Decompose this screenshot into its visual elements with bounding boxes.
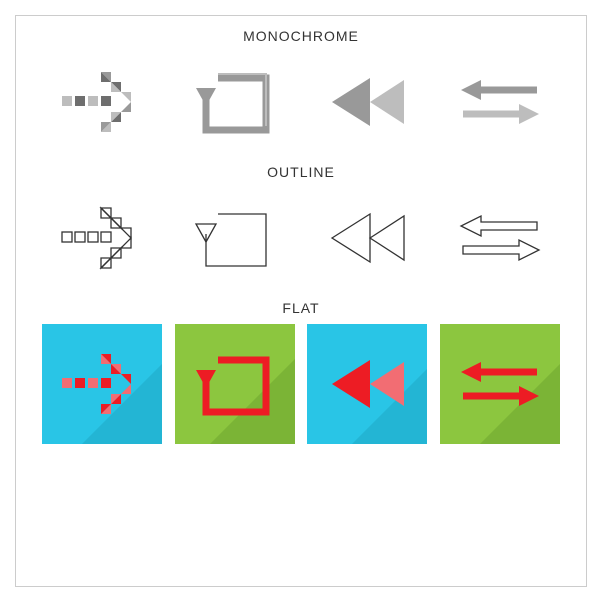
section-flat: FLAT	[16, 300, 586, 444]
mono-pixel-arrow-icon	[42, 52, 162, 152]
mono-bidir-icon	[440, 52, 560, 152]
outline-pixel-arrow-icon	[42, 188, 162, 288]
label-flat: FLAT	[16, 300, 586, 316]
outline-bidir-icon	[440, 188, 560, 288]
mono-double-back-icon	[307, 52, 427, 152]
section-monochrome: MONOCHROME	[16, 28, 586, 152]
section-outline: OUTLINE	[16, 164, 586, 288]
outline-refresh-icon	[175, 188, 295, 288]
row-monochrome	[16, 52, 586, 152]
outline-double-back-icon	[307, 188, 427, 288]
icon-sheet-frame: MONOCHROME	[15, 15, 587, 587]
flat-pixel-arrow-icon	[42, 324, 162, 444]
flat-double-back-icon	[307, 324, 427, 444]
row-flat	[16, 324, 586, 444]
flat-bidir-icon	[440, 324, 560, 444]
row-outline	[16, 188, 586, 288]
flat-refresh-icon	[175, 324, 295, 444]
label-monochrome: MONOCHROME	[16, 28, 586, 44]
mono-refresh-icon	[175, 52, 295, 152]
label-outline: OUTLINE	[16, 164, 586, 180]
